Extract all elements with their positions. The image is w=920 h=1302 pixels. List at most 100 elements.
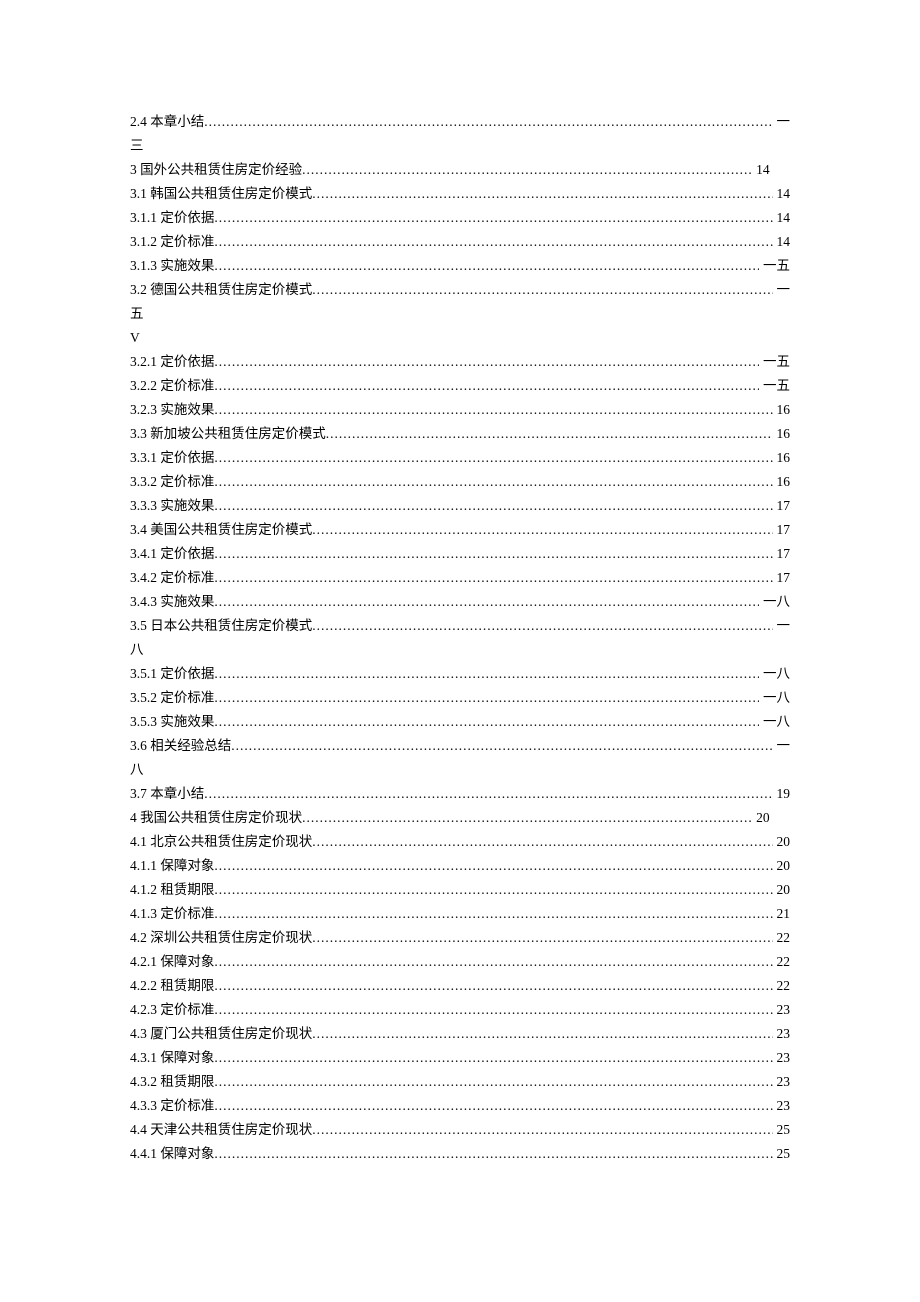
toc-entry: 3.7 本章小结................................…: [130, 782, 790, 806]
toc-leader-dots: ........................................…: [312, 830, 772, 854]
toc-leader-dots: ........................................…: [214, 494, 772, 518]
toc-entry-page: 一五: [759, 350, 790, 374]
toc-entry-page: 25: [773, 1118, 791, 1142]
toc-entry: 3.4.3 实施效果 .............................…: [130, 590, 790, 614]
toc-entry-page: 20: [773, 830, 791, 854]
toc-entry-label: 4.3.3 定价标准: [130, 1094, 214, 1118]
toc-entry: 4.1.2 租赁期限 .............................…: [130, 878, 790, 902]
toc-entry-label: 3.3 新加坡公共租赁住房定价模式: [130, 422, 326, 446]
toc-leader-dots: ........................................…: [214, 542, 772, 566]
toc-leader-dots: ........................................…: [214, 1070, 772, 1094]
toc-entry: 4.2 深圳公共租赁住房定价现状........................…: [130, 926, 790, 950]
toc-entry: 3.2.3 实施效果 .............................…: [130, 398, 790, 422]
toc-leader-dots: ........................................…: [312, 926, 772, 950]
toc-entry: 3 国外公共租赁住房定价经验 .........................…: [130, 158, 790, 182]
toc-entry-label: 4.4 天津公共租赁住房定价现状: [130, 1118, 312, 1142]
toc-entry-label: 4.3.2 租赁期限: [130, 1070, 214, 1094]
toc-leader-dots: ........................................…: [214, 1094, 772, 1118]
toc-entry-label: 3.5.2 定价标准: [130, 686, 214, 710]
toc-entry: 4.2.3 定价标准 .............................…: [130, 998, 790, 1022]
toc-entry-page: 23: [773, 1070, 791, 1094]
toc-leader-dots: ........................................…: [214, 686, 759, 710]
toc-leader-dots: ........................................…: [214, 854, 772, 878]
toc-entry-label: 3.2.1 定价依据: [130, 350, 214, 374]
toc-continuation: 八: [130, 758, 790, 782]
toc-entry: 3.5.1 定价依据 .............................…: [130, 662, 790, 686]
toc-entry-page: 20: [752, 806, 770, 830]
toc-entry-label: 3.5.3 实施效果: [130, 710, 214, 734]
toc-leader-dots: ........................................…: [312, 278, 772, 302]
toc-continuation: 三: [130, 134, 790, 158]
toc-leader-dots: ........................................…: [214, 974, 772, 998]
toc-entry-page: 17: [773, 518, 791, 542]
toc-entry-page: 一八: [759, 686, 790, 710]
toc-entry-label: 3.2 德国公共租赁住房定价模式: [130, 278, 312, 302]
toc-entry-page: 一八: [759, 662, 790, 686]
toc-entry: 3.1.3 实施效果 .............................…: [130, 254, 790, 278]
toc-entry-page: 16: [773, 446, 791, 470]
toc-entry-label: 3.3.1 定价依据: [130, 446, 214, 470]
toc-leader-dots: ........................................…: [214, 590, 759, 614]
toc-entry: 3.1 韩国公共租赁住房定价模式........................…: [130, 182, 790, 206]
toc-entry-label: 4.2 深圳公共租赁住房定价现状: [130, 926, 312, 950]
toc-entry-label: 4.3.1 保障对象: [130, 1046, 214, 1070]
toc-leader-dots: ........................................…: [214, 662, 759, 686]
toc-entry-label: 3 国外公共租赁住房定价经验: [130, 158, 302, 182]
toc-entry-page: 17: [773, 494, 791, 518]
toc-entry-page: 一八: [759, 590, 790, 614]
toc-leader-dots: ........................................…: [214, 206, 772, 230]
toc-leader-dots: ........................................…: [312, 614, 772, 638]
toc-entry-label: 3.5 日本公共租赁住房定价模式: [130, 614, 312, 638]
toc-entry: 3.6 相关经验总结..............................…: [130, 734, 790, 758]
toc-entry-label: 3.4.1 定价依据: [130, 542, 214, 566]
toc-entry-label: 3.1.1 定价依据: [130, 206, 214, 230]
toc-entry-label: 3.6 相关经验总结: [130, 734, 231, 758]
toc-continuation: V: [130, 326, 790, 350]
toc-entry-label: 3.4 美国公共租赁住房定价模式: [130, 518, 312, 542]
toc-leader-dots: ........................................…: [312, 1118, 772, 1142]
toc-leader-dots: ........................................…: [214, 902, 772, 926]
toc-entry: 4.3 厦门公共租赁住房定价现状........................…: [130, 1022, 790, 1046]
toc-entry: 4.3.3 定价标准 .............................…: [130, 1094, 790, 1118]
toc-entry: 3.3.2 定价标准 .............................…: [130, 470, 790, 494]
toc-entry-page: 一五: [759, 374, 790, 398]
toc-entry-label: 4.1.3 定价标准: [130, 902, 214, 926]
toc-leader-dots: ........................................…: [214, 374, 759, 398]
toc-entry: 3.3.3 实施效果 .............................…: [130, 494, 790, 518]
toc-continuation: 八: [130, 638, 790, 662]
toc-leader-dots: ........................................…: [214, 1046, 772, 1070]
toc-entry-label: 3.3.2 定价标准: [130, 470, 214, 494]
toc-entry: 4 我国公共租赁住房定价现状 .........................…: [130, 806, 790, 830]
toc-entry: 4.4 天津公共租赁住房定价现状........................…: [130, 1118, 790, 1142]
toc-entry-page: 14: [752, 158, 770, 182]
toc-entry-page: 一八: [759, 710, 790, 734]
toc-entry-page: 17: [773, 566, 791, 590]
toc-entry-label: 4.2.3 定价标准: [130, 998, 214, 1022]
toc-entry: 3.4 美国公共租赁住房定价模式........................…: [130, 518, 790, 542]
toc-entry-page: 16: [773, 422, 791, 446]
toc-leader-dots: ........................................…: [312, 1022, 772, 1046]
toc-entry: 3.5.3 实施效果 .............................…: [130, 710, 790, 734]
toc-entry: 3.4.1 定价依据 .............................…: [130, 542, 790, 566]
toc-leader-dots: ........................................…: [326, 422, 773, 446]
toc-entry: 4.2.2 租赁期限 .............................…: [130, 974, 790, 998]
toc-entry-page: 21: [773, 902, 791, 926]
toc-leader-dots: ........................................…: [312, 518, 772, 542]
toc-entry: 2.4 本章小结................................…: [130, 110, 790, 134]
toc-entry-page: 一: [773, 734, 791, 758]
toc-entry-page: 20: [773, 878, 791, 902]
toc-entry: 4.1.3 定价标准 .............................…: [130, 902, 790, 926]
toc-entry-label: 3.7 本章小结: [130, 782, 204, 806]
toc-entry-label: 3.1.2 定价标准: [130, 230, 214, 254]
toc-leader-dots: ........................................…: [231, 734, 772, 758]
toc-entry: 3.4.2 定价标准 .............................…: [130, 566, 790, 590]
toc-entry-page: 14: [773, 206, 791, 230]
toc-entry: 3.2.2 定价标准 .............................…: [130, 374, 790, 398]
toc-leader-dots: ........................................…: [214, 254, 759, 278]
toc-entry-page: 一: [773, 614, 791, 638]
toc-leader-dots: ........................................…: [214, 350, 759, 374]
toc-entry-page: 14: [773, 230, 791, 254]
toc-entry-label: 3.3.3 实施效果: [130, 494, 214, 518]
toc-entry: 3.5 日本公共租赁住房定价模式........................…: [130, 614, 790, 638]
toc-entry: 4.1 北京公共租赁住房定价现状........................…: [130, 830, 790, 854]
